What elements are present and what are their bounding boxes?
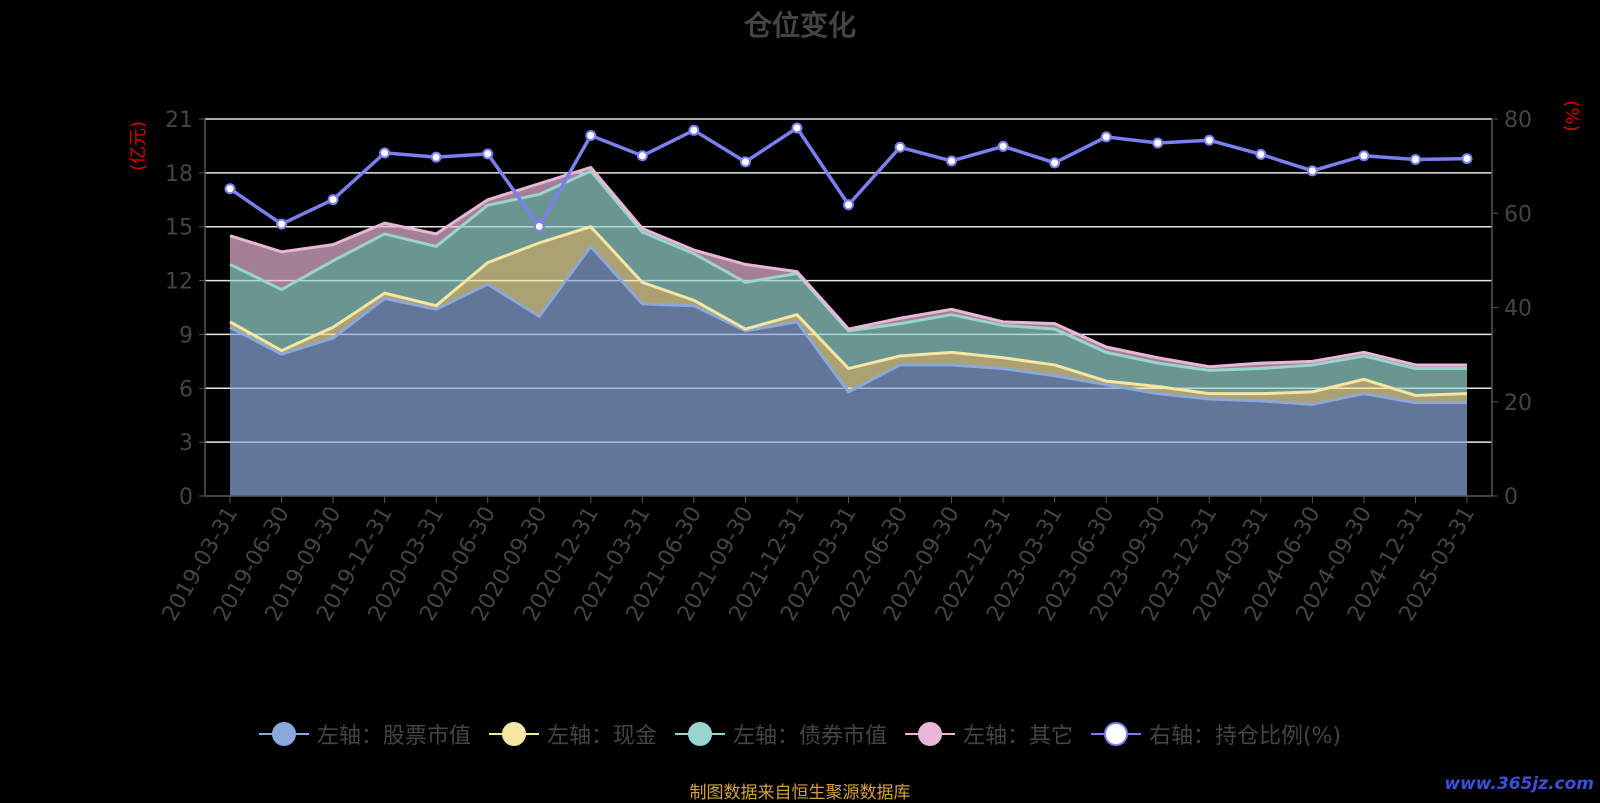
area-line-series-4 [229, 165, 1467, 369]
ratio-point [1409, 154, 1421, 166]
source-note: 制图数据来自恒生聚源数据库 [689, 783, 911, 803]
ratio-point [946, 155, 958, 167]
ratio-point [1152, 137, 1164, 149]
ratio-point [894, 141, 906, 153]
ratio-point [327, 194, 339, 206]
y-right-tick-label: 20 [1504, 391, 1532, 416]
ratio-point [636, 150, 648, 162]
y-right-tick-label: 40 [1504, 297, 1532, 322]
legend-label: 左轴：其它 [962, 724, 1073, 749]
ratio-point [1255, 148, 1267, 160]
legend-item[interactable]: 右轴：持仓比例(%) [1090, 718, 1342, 750]
y-left-tick-label: 15 [165, 216, 193, 241]
ratio-point [739, 156, 751, 168]
y-left-tick-label: 21 [165, 108, 193, 133]
ratio-point [276, 218, 288, 230]
legend-dot [917, 722, 942, 746]
ratio-point [843, 199, 854, 211]
legend-dot [1103, 722, 1128, 746]
ratio-point [1306, 165, 1318, 177]
legend-item[interactable]: 左轴：股票市值 [258, 718, 471, 750]
y-left-tick-label: 0 [179, 485, 193, 510]
ratio-point [379, 147, 391, 159]
ratio-line [229, 126, 1468, 229]
area-line-series-3 [229, 169, 1467, 372]
y-left-tick-label: 3 [179, 431, 193, 456]
y-left-axis-label: (亿元) [128, 121, 149, 171]
ratio-point [585, 129, 597, 141]
legend-item[interactable]: 左轴：债券市值 [674, 718, 887, 750]
ratio-point [688, 124, 700, 136]
ratio-point [533, 220, 545, 232]
ratio-point [1049, 157, 1061, 169]
y-left-tick-label: 12 [165, 270, 193, 295]
ratio-point [482, 148, 494, 160]
area-series-2 [230, 226, 1467, 405]
legend-swatch [258, 721, 309, 747]
chart-legend: 左轴：股票市值 左轴：现金 左轴：债券市值 左轴：其它 右轴：持仓比例(%) [0, 718, 1600, 750]
legend-label: 右轴：持仓比例(%) [1148, 724, 1342, 749]
legend-dot [501, 722, 526, 746]
ratio-point [224, 183, 236, 195]
legend-dot [687, 722, 712, 746]
y-left-tick-label: 18 [165, 162, 193, 187]
ratio-point [1203, 134, 1215, 146]
ratio-point [1358, 150, 1370, 162]
legend-item[interactable]: 左轴：其它 [904, 718, 1073, 750]
area-line-series-1 [229, 244, 1467, 406]
ratio-point [1100, 131, 1112, 143]
legend-swatch [488, 721, 539, 747]
legend-label: 左轴：现金 [546, 724, 657, 749]
y-left-tick-label: 6 [179, 377, 193, 402]
ratio-point [791, 122, 803, 134]
area-series-1 [230, 246, 1467, 496]
watermark: www.365jz.com [1444, 774, 1594, 794]
chart-title: 仓位变化 [743, 9, 856, 42]
legend-swatch [674, 721, 725, 747]
y-left-tick-label: 9 [179, 323, 193, 348]
ratio-point [1461, 153, 1473, 165]
legend-label: 左轴：债券市值 [732, 724, 887, 749]
y-right-tick-label: 0 [1504, 485, 1518, 510]
y-right-tick-label: 60 [1504, 202, 1532, 227]
area-line-series-2 [229, 225, 1468, 397]
y-right-axis-label: (%) [1561, 100, 1582, 131]
legend-label: 左轴：股票市值 [316, 724, 471, 749]
legend-swatch [1090, 721, 1141, 747]
legend-item[interactable]: 左轴：现金 [488, 718, 657, 750]
legend-swatch [904, 721, 955, 747]
y-right-tick-label: 80 [1504, 108, 1532, 133]
legend-dot [271, 722, 296, 746]
ratio-point [997, 140, 1009, 152]
ratio-point [430, 151, 442, 163]
